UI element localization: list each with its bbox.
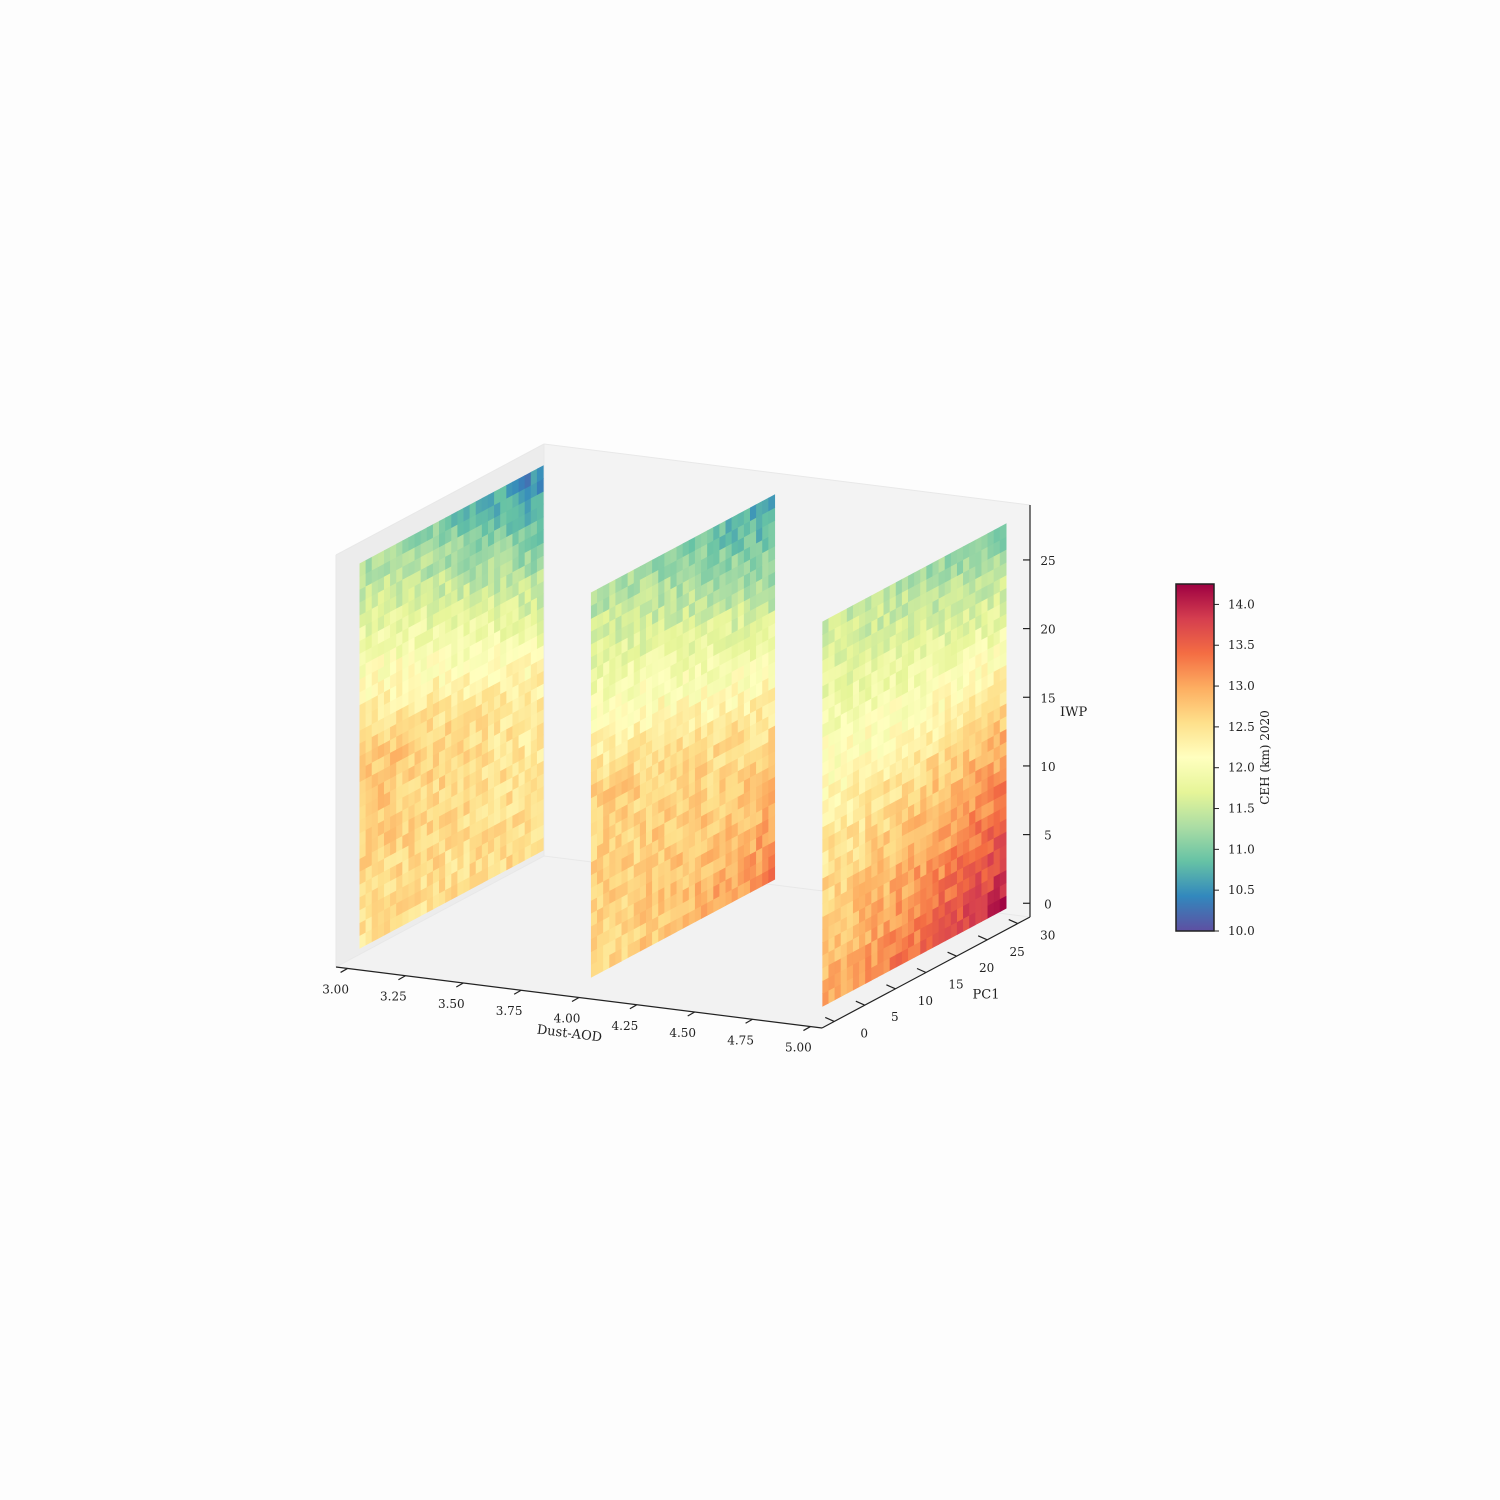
z-tick-label: 25 xyxy=(1040,554,1055,568)
z-tick-label: 20 xyxy=(1040,623,1055,637)
x-tick-label: 4.75 xyxy=(727,1033,754,1047)
y-tick-label: 25 xyxy=(1010,945,1025,959)
heatmap-cell xyxy=(999,523,1007,541)
y-tick-label: 15 xyxy=(948,978,963,992)
x-tick xyxy=(398,975,406,981)
x-tick-label: 4.00 xyxy=(554,1012,581,1026)
z-tick-label: 0 xyxy=(1044,897,1052,911)
pane-edge xyxy=(335,443,545,556)
heatmap-slice xyxy=(359,465,544,949)
y-tick xyxy=(916,967,927,974)
x-tick-label: 4.25 xyxy=(612,1019,639,1033)
colorbar-tick-label: 11.0 xyxy=(1228,842,1255,856)
x-tick xyxy=(340,967,348,973)
y-tick xyxy=(947,951,957,957)
pane-edge xyxy=(543,443,1031,506)
y-axis-label: PC1 xyxy=(973,988,1000,1003)
pane-edge xyxy=(335,855,545,968)
y-tick-label: 20 xyxy=(979,961,994,975)
heatmap-slice xyxy=(590,494,776,978)
x-tick-label: 4.50 xyxy=(669,1026,696,1040)
x-tick xyxy=(513,989,522,995)
y-tick-label: 30 xyxy=(1040,929,1055,943)
y-tick-label: 5 xyxy=(891,1010,899,1024)
colorbar-tick-label: 12.5 xyxy=(1228,720,1255,734)
x-tick-label: 3.50 xyxy=(438,997,465,1011)
z-tick-label: 5 xyxy=(1044,829,1052,843)
x-tick xyxy=(629,1004,638,1010)
colorbar-tick-label: 10.0 xyxy=(1228,924,1255,938)
colorbar-gradient xyxy=(1175,583,1215,932)
x-tick-label: 3.00 xyxy=(322,983,349,997)
x-tick-label: 3.25 xyxy=(380,990,407,1004)
colorbar-tick-label: 14.0 xyxy=(1228,597,1255,611)
heatmap-slice xyxy=(822,523,1007,1007)
colorbar-tick-label: 10.5 xyxy=(1228,883,1255,897)
x-tick-label: 3.75 xyxy=(496,1004,523,1018)
x-tick xyxy=(745,1018,753,1024)
x-tick xyxy=(455,982,464,988)
y-tick xyxy=(977,935,988,941)
x-tick xyxy=(687,1011,696,1017)
y-tick-label: 0 xyxy=(860,1027,868,1041)
colorbar-tick-label: 13.0 xyxy=(1228,679,1255,693)
x-axis-label: Dust-AOD xyxy=(536,1023,603,1046)
y-tick-label: 10 xyxy=(918,994,933,1008)
z-tick-label: 15 xyxy=(1040,691,1055,705)
heatmap-cell xyxy=(768,494,776,512)
x-tick xyxy=(803,1026,811,1032)
z-axis-label: IWP xyxy=(1060,705,1087,720)
colorbar-tick-label: 13.5 xyxy=(1228,638,1255,652)
x-tick xyxy=(571,996,580,1003)
y-tick xyxy=(886,984,896,990)
y-tick xyxy=(1008,918,1019,925)
y-tick xyxy=(824,1016,835,1023)
y-tick xyxy=(855,1000,866,1006)
axes: 3.00 3.25 3.50 3.75 4.00 4.25 4.50 4.75 5.00 Dust… xyxy=(322,505,1087,1055)
heatmap-cell xyxy=(536,465,544,483)
colorbar: 10.0 10.5 11.0 11.5 12.0 12.5 13.0 13.5 14.0 CEH … xyxy=(1175,583,1272,938)
heatmap-slices xyxy=(359,465,1007,1007)
x-tick-label: 5.00 xyxy=(785,1041,812,1055)
z-tick-label: 10 xyxy=(1040,760,1055,774)
colorbar-tick-label: 11.5 xyxy=(1228,802,1255,816)
colorbar-label: CEH (km) 2020 xyxy=(1258,710,1272,805)
colorbar-tick-label: 12.0 xyxy=(1228,761,1255,775)
